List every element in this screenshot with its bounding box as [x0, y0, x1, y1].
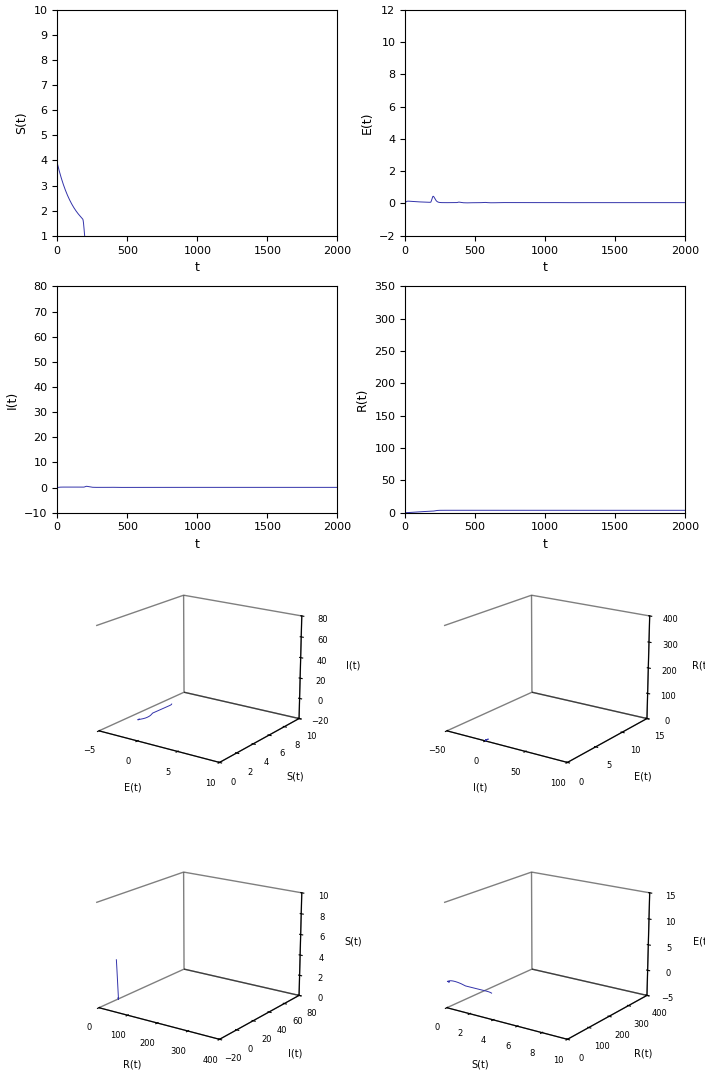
Y-axis label: S(t): S(t) [286, 772, 304, 781]
Y-axis label: E(t): E(t) [360, 111, 374, 134]
X-axis label: t: t [195, 538, 200, 551]
Y-axis label: I(t): I(t) [6, 390, 18, 408]
X-axis label: S(t): S(t) [472, 1059, 489, 1070]
X-axis label: E(t): E(t) [124, 783, 142, 792]
X-axis label: t: t [195, 262, 200, 274]
Y-axis label: S(t): S(t) [15, 111, 28, 134]
X-axis label: t: t [543, 262, 548, 274]
Y-axis label: R(t): R(t) [634, 1048, 652, 1058]
X-axis label: t: t [543, 538, 548, 551]
X-axis label: R(t): R(t) [123, 1059, 142, 1070]
Y-axis label: R(t): R(t) [356, 388, 369, 412]
Y-axis label: I(t): I(t) [288, 1048, 302, 1058]
Y-axis label: E(t): E(t) [634, 772, 652, 781]
X-axis label: I(t): I(t) [473, 783, 488, 792]
